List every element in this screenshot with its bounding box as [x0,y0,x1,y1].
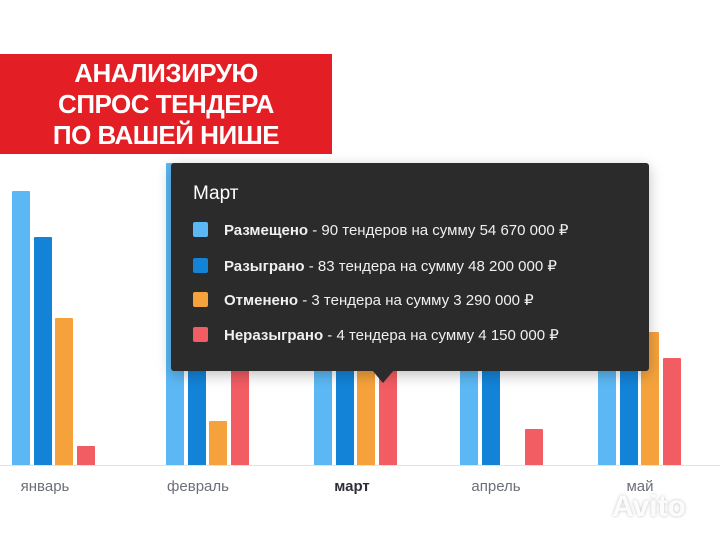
banner-line-3: ПО ВАШЕЙ НИШЕ [52,120,280,150]
tooltip-row-unplayed: Неразыграно - 4 тендера на сумму 4 150 0… [193,326,559,344]
legend-swatch-icon [193,327,208,342]
promo-banner: АНАЛИЗИРУЮ СПРОС ТЕНДЕРА ПО ВАШЕЙ НИШЕ [0,54,332,154]
bar-0-2[interactable] [55,318,73,465]
banner-line-1: АНАЛИЗИРУЮ [74,58,258,88]
bar-0-3[interactable] [76,446,95,465]
x-axis-label: май [626,478,654,495]
x-axis-label: январь [20,478,70,495]
bar-0-0[interactable] [12,191,30,465]
bar-1-2[interactable] [209,421,227,465]
banner-line-2: СПРОС ТЕНДЕРА [58,89,274,119]
tooltip-row-placed: Размещено - 90 тендеров на сумму 54 670 … [193,221,568,239]
tooltip-row-played: Разыграно - 83 тендера на сумму 48 200 0… [193,257,557,275]
legend-swatch-icon [193,258,208,273]
bar-2-3[interactable] [378,365,397,465]
tooltip-row-cancelled: Отменено - 3 тендера на сумму 3 290 000 … [193,291,534,309]
x-axis-label: февраль [167,478,229,495]
bar-0-1[interactable] [33,237,52,465]
avito-watermark: Avito [612,490,686,523]
x-axis-line [0,465,720,466]
tooltip-arrow-icon [372,370,394,383]
x-axis-label: апрель [471,478,521,495]
bar-4-3[interactable] [662,358,681,465]
x-axis-label: март [334,478,370,495]
bar-3-3[interactable] [524,429,543,465]
legend-swatch-icon [193,222,208,237]
legend-swatch-icon [193,292,208,307]
chart-tooltip: Март Размещено - 90 тендеров на сумму 54… [171,163,649,371]
tooltip-title: Март [193,183,239,204]
